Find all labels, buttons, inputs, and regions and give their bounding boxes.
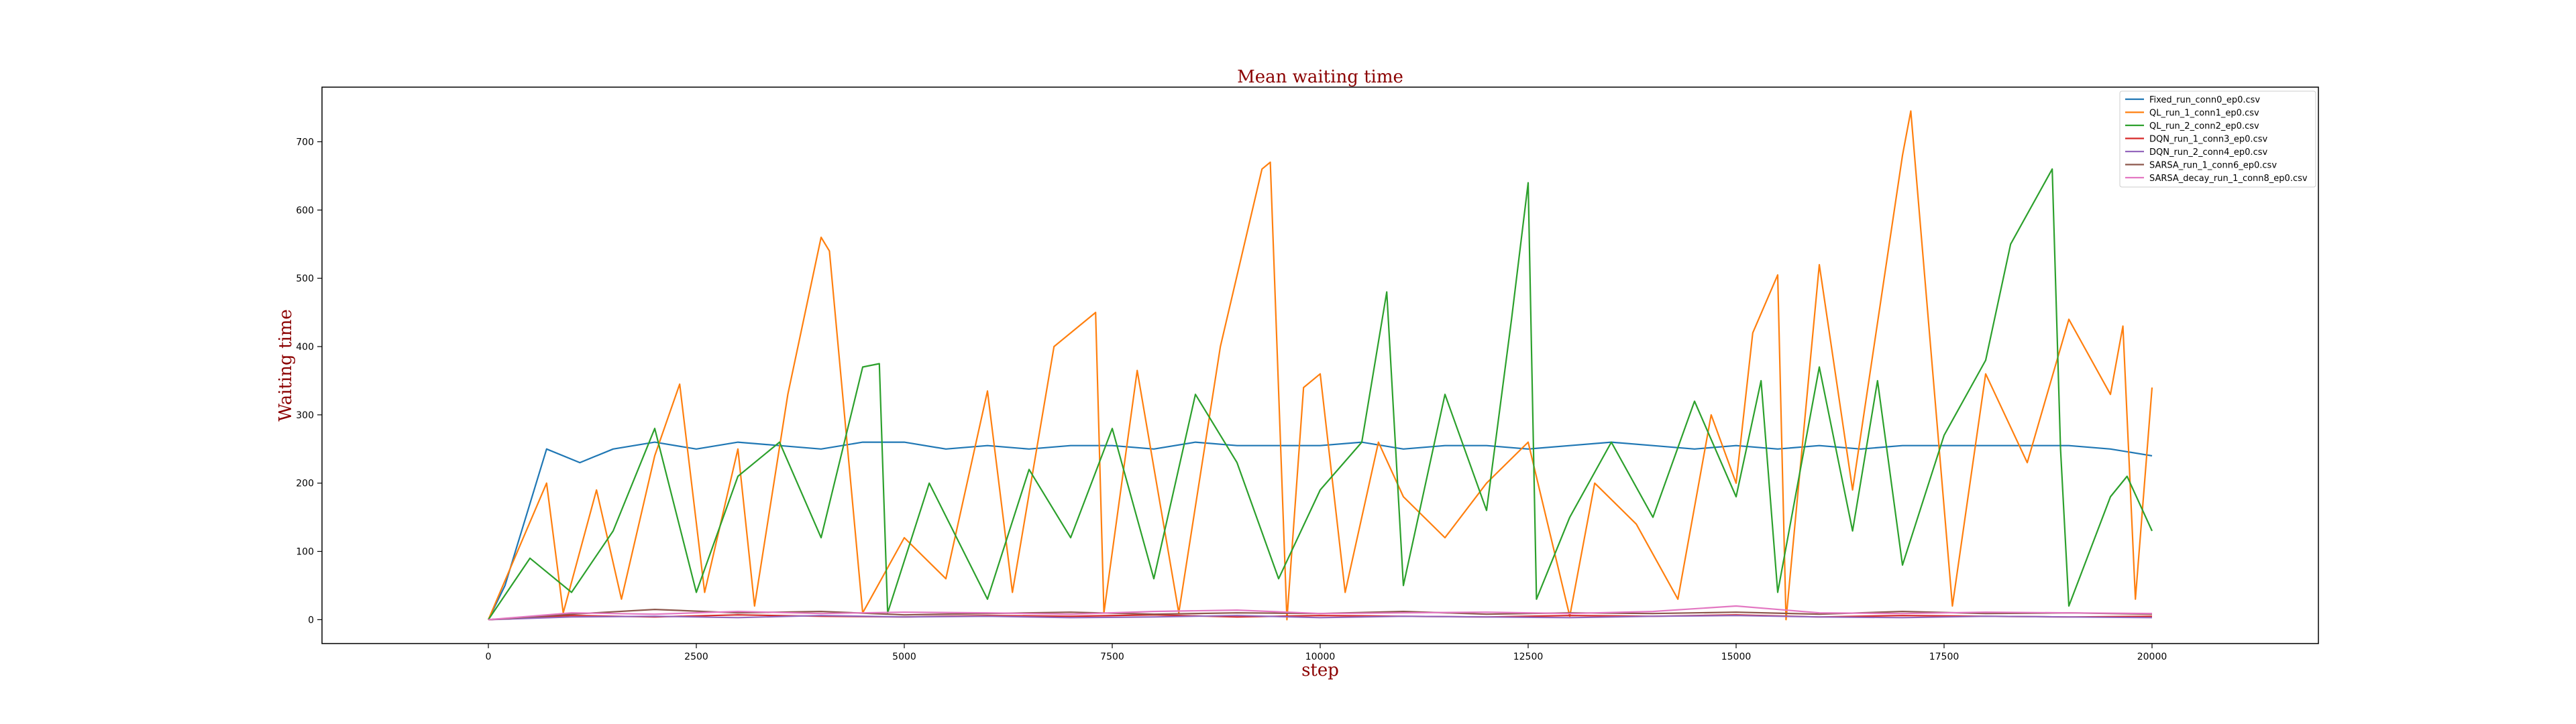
x-tick-label: 10000 [1305,652,1336,662]
series-line-4 [488,614,2153,621]
y-tick-label: 700 [296,137,314,147]
y-tick-label: 100 [296,547,314,558]
legend-label: DQN_run_2_conn4_ep0.csv [2149,147,2267,158]
y-tick-label: 400 [296,342,314,353]
y-axis-ticks: 0 100 200 300 400 500 600 700 [296,137,322,625]
y-tick-label: 0 [308,615,314,625]
series-line-5 [488,615,2153,621]
x-axis-ticks: 0 2500 5000 7500 10000 12500 15000 17500 20000 [486,644,2167,662]
legend-label: QL_run_2_conn2_ep0.csv [2149,121,2259,131]
legend-box [2119,90,2316,188]
x-tick-label: 15000 [1721,652,1752,662]
legend-label: QL_run_1_conn1_ep0.csv [2149,109,2259,119]
x-tick-label: 7500 [1100,652,1124,662]
plot-area [321,86,2319,644]
legend: Fixed_run_conn0_ep0.csv QL_run_1_conn1_ep… [2119,90,2316,188]
x-tick-label: 5000 [892,652,916,662]
x-tick-label: 2500 [684,652,708,662]
series-lines [487,110,2153,621]
legend-label: SARSA_decay_run_1_conn8_ep0.csv [2149,174,2308,184]
y-tick-label: 500 [296,274,314,284]
legend-label: SARSA_run_1_conn6_ep0.csv [2149,161,2277,171]
series-line-3 [488,168,2153,621]
x-axis-label: step [1301,660,1339,680]
series-line-7 [488,605,2153,621]
legend-label: Fixed_run_conn0_ep0.csv [2149,95,2260,105]
x-tick-label: 17500 [1929,652,1960,662]
x-tick-label: 0 [486,652,492,662]
x-tick-label: 20000 [2137,652,2167,662]
y-tick-label: 300 [296,410,314,421]
chart-title: Mean waiting time [1237,67,1403,87]
legend-label: DQN_run_1_conn3_ep0.csv [2149,135,2267,145]
x-tick-label: 12500 [1513,652,1544,662]
y-axis-label: Waiting time [276,309,296,422]
y-tick-label: 200 [296,479,314,489]
series-line-2 [487,110,2153,621]
series-line-1 [488,441,2153,620]
y-tick-label: 600 [296,205,314,216]
